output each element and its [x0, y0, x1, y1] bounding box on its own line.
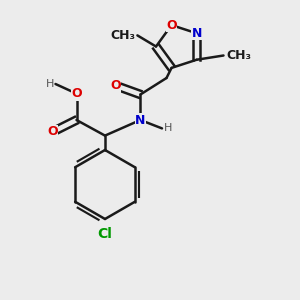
- Text: O: O: [71, 87, 82, 100]
- Text: H: H: [46, 79, 54, 89]
- Text: CH₃: CH₃: [226, 49, 251, 62]
- Text: N: N: [191, 27, 202, 40]
- Text: O: O: [110, 79, 121, 92]
- Text: O: O: [47, 125, 58, 139]
- Text: Cl: Cl: [98, 227, 112, 242]
- Text: O: O: [166, 19, 177, 32]
- Text: CH₃: CH₃: [110, 29, 135, 42]
- Text: N: N: [135, 113, 146, 127]
- Text: H: H: [164, 123, 172, 134]
